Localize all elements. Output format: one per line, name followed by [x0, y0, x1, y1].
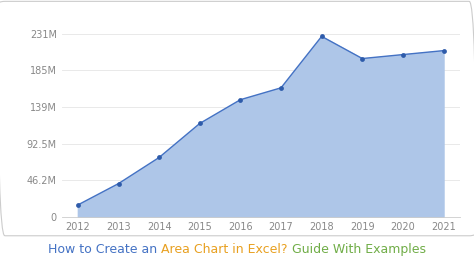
Text: Area Chart in Excel?: Area Chart in Excel?: [161, 243, 288, 256]
Point: [358, 56, 366, 61]
Point: [74, 203, 82, 207]
Point: [318, 34, 326, 38]
Point: [399, 52, 407, 57]
Point: [155, 155, 163, 160]
Point: [440, 49, 447, 53]
Text: Guide With Examples: Guide With Examples: [292, 243, 426, 256]
Point: [196, 121, 203, 125]
Point: [277, 86, 285, 90]
Point: [237, 98, 244, 102]
Text: How to Create an: How to Create an: [48, 243, 161, 256]
Point: [115, 181, 122, 186]
